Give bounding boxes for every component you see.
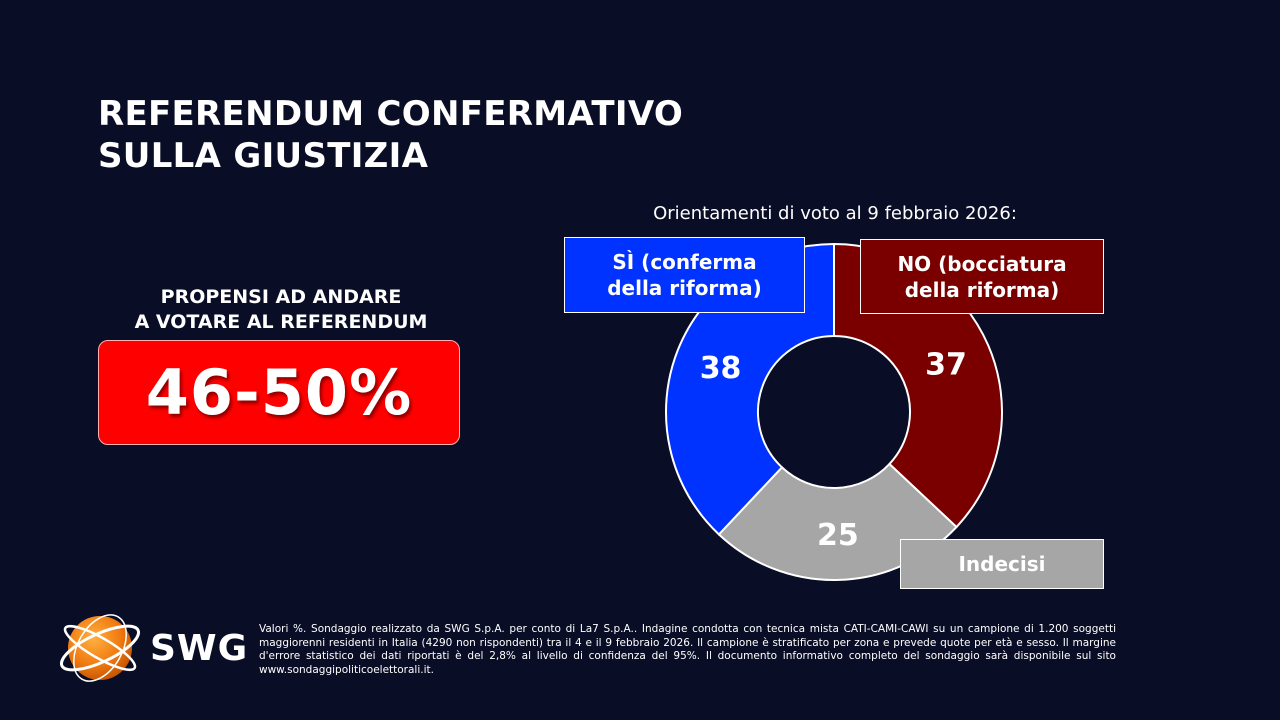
title-line-1: REFERENDUM CONFERMATIVO <box>98 94 684 134</box>
category-label-yes-line-1: SÌ (conferma <box>612 250 757 274</box>
category-label-undecided: Indecisi <box>900 539 1104 589</box>
category-label-no-line-2: della riforma) <box>904 277 1060 302</box>
turnout-value: 46-50% <box>145 356 413 429</box>
swg-logo-icon <box>59 614 141 682</box>
chart-title: Orientamenti di voto al 9 febbraio 2026: <box>653 203 1017 224</box>
value-label-undecided: 25 <box>817 518 859 553</box>
value-label-no: 37 <box>925 348 967 383</box>
category-label-yes: SÌ (conferma della riforma) <box>564 237 805 313</box>
category-label-yes-line-2: della riforma) <box>607 276 762 300</box>
value-label-yes: 38 <box>700 351 742 386</box>
category-label-undecided-line-1: Indecisi <box>958 552 1046 576</box>
category-label-no-line-1: NO (bocciatura <box>897 251 1067 276</box>
turnout-label-line-1: PROPENSI AD ANDARE <box>160 286 402 308</box>
logo-text: SWG <box>150 628 249 669</box>
turnout-label-line-2: A VOTARE AL REFERENDUM <box>134 311 428 333</box>
footer-note: Valori %. Sondaggio realizzato da SWG S.… <box>259 623 1116 676</box>
turnout-label: PROPENSI AD ANDARE A VOTARE AL REFERENDU… <box>100 285 462 335</box>
page-title: REFERENDUM CONFERMATIVO SULLA GIUSTIZIA <box>98 93 683 177</box>
category-label-no: NO (bocciatura della riforma) <box>860 239 1104 314</box>
turnout-box: 46-50% <box>98 340 460 445</box>
slice-undecided <box>717 462 958 581</box>
title-line-2: SULLA GIUSTIZIA <box>98 136 429 176</box>
